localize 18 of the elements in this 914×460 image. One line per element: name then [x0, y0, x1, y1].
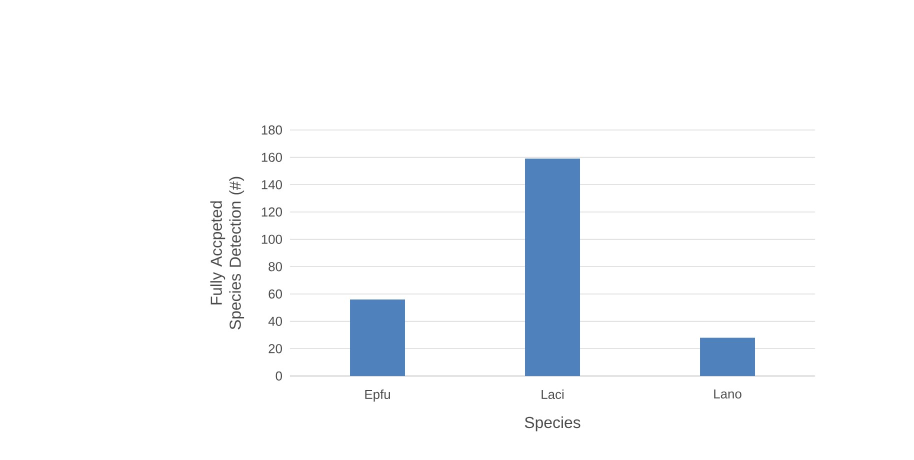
y-tick-label: 60 [268, 289, 282, 299]
x-axis-title: Species [524, 416, 580, 432]
bar [350, 299, 406, 376]
y-tick-label: 140 [262, 180, 282, 190]
y-tick-label: 120 [262, 207, 282, 217]
y-tick-label: 40 [268, 316, 282, 326]
y-tick-label: 80 [268, 262, 282, 272]
y-tick-label: 0 [276, 371, 282, 381]
y-axis-title: Fully Accpeted Species Detection (#) [210, 176, 244, 330]
y-tick-label: 100 [262, 234, 282, 244]
x-tick-label: Laci [542, 390, 564, 400]
x-tick-label: Lano [714, 390, 742, 399]
x-tick-label: Epfu [365, 390, 390, 402]
y-tick-label: 160 [262, 152, 282, 162]
y-tick-label: 180 [262, 125, 282, 135]
bar [525, 158, 580, 376]
y-tick-label: 20 [268, 344, 282, 354]
bar [700, 338, 756, 376]
